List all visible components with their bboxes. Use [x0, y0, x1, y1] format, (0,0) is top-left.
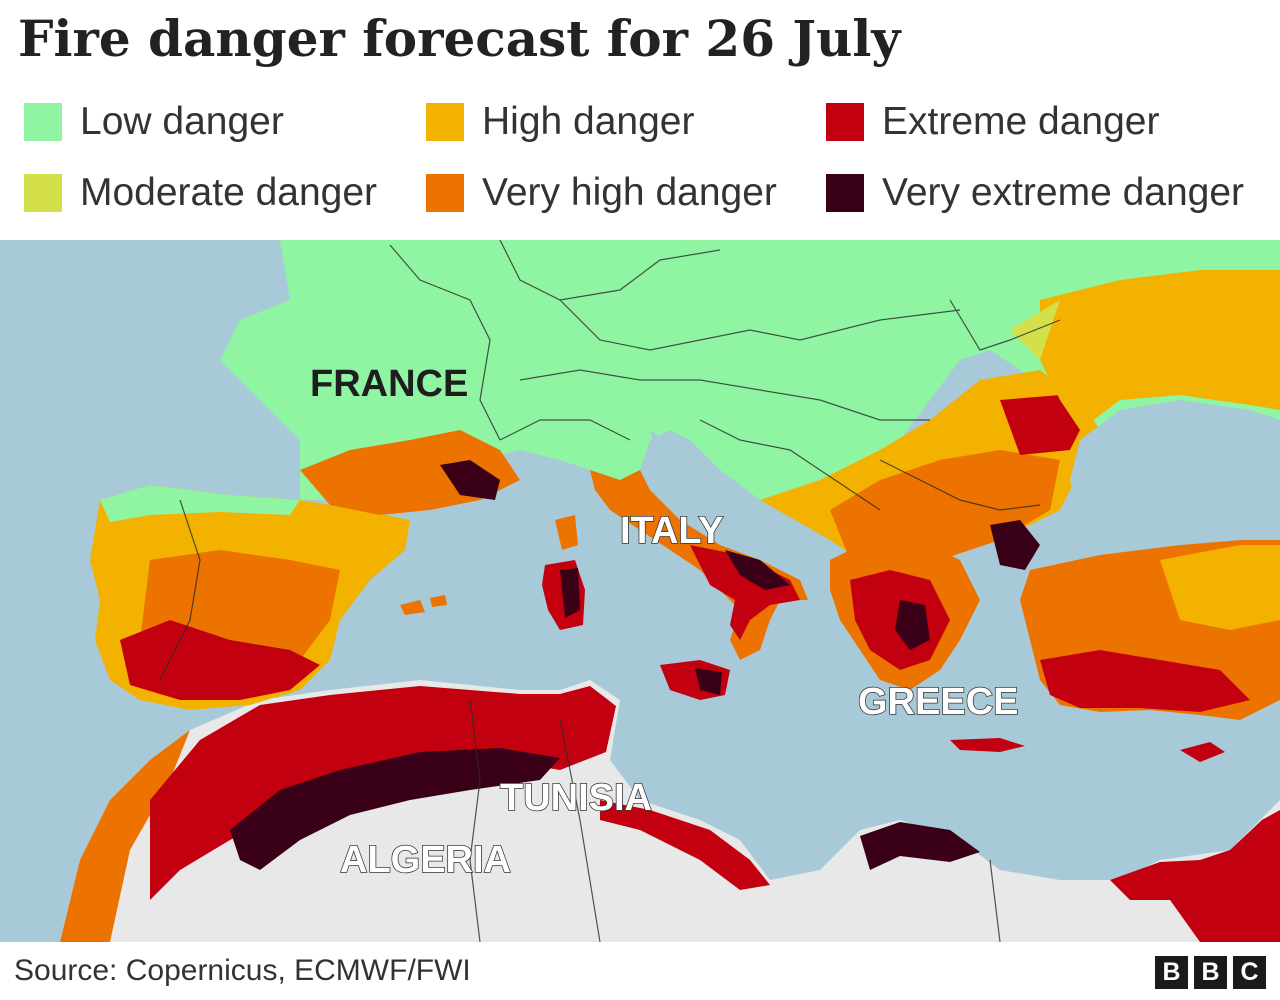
libya-cyrenaica-extreme	[860, 822, 980, 870]
bbc-logo-letter-2: B	[1194, 956, 1227, 989]
label-italy: ITALY	[620, 510, 723, 552]
legend-label-very-high: Very high danger	[482, 171, 777, 214]
legend-item-low: Low danger	[24, 100, 284, 143]
bbc-logo-letter-1: B	[1155, 956, 1188, 989]
legend-swatch-moderate	[24, 174, 62, 212]
map-svg: FRANCE ITALY GREECE TUNISIA ALGERIA	[0, 240, 1280, 942]
italy-very-extreme	[725, 550, 790, 590]
black-sea	[1070, 400, 1280, 545]
ukraine-high	[1040, 270, 1280, 430]
legend-swatch-very-high	[426, 174, 464, 212]
legend-item-moderate: Moderate danger	[24, 171, 378, 214]
bbc-logo: B B C	[1155, 956, 1266, 989]
north-africa-extreme-belt	[150, 686, 616, 900]
provence-very-extreme	[440, 460, 500, 500]
greece-very-extreme	[895, 600, 930, 650]
corsica-land	[555, 515, 578, 550]
sicily-very-extreme	[695, 668, 722, 695]
legend: Low danger High danger Extreme danger Mo…	[0, 0, 1280, 240]
legend-label-extreme: Extreme danger	[882, 100, 1160, 143]
libya-coast-extreme	[600, 800, 770, 890]
legend-label-low: Low danger	[80, 100, 284, 143]
legend-swatch-high	[426, 103, 464, 141]
legend-item-extreme: Extreme danger	[826, 100, 1160, 143]
legend-label-very-extreme: Very extreme danger	[882, 171, 1245, 214]
balearics-land	[400, 595, 447, 615]
legend-item-very-high: Very high danger	[426, 171, 777, 214]
thrace-very-extreme	[990, 520, 1040, 570]
source-text: Source: Copernicus, ECMWF/FWI	[14, 954, 471, 987]
label-greece: GREECE	[858, 681, 1018, 723]
legend-swatch-very-extreme	[826, 174, 864, 212]
legend-item-very-extreme: Very extreme danger	[826, 171, 1245, 214]
north-africa-very-high	[60, 730, 190, 942]
legend-swatch-low	[24, 103, 62, 141]
label-tunisia: TUNISIA	[500, 777, 652, 819]
turkey-high-east	[1160, 545, 1280, 630]
legend-label-high: High danger	[482, 100, 695, 143]
label-algeria: ALGERIA	[340, 839, 511, 881]
north-africa-very-extreme-belt	[230, 748, 560, 870]
bbc-logo-letter-3: C	[1233, 956, 1266, 989]
cyprus-extreme	[1180, 742, 1225, 762]
adriatic-sea	[650, 430, 830, 570]
legend-label-moderate: Moderate danger	[80, 171, 378, 214]
legend-item-high: High danger	[426, 100, 695, 143]
footer: Source: Copernicus, ECMWF/FWI B B C	[0, 942, 1280, 1000]
country-borders	[159, 240, 1061, 942]
egypt-coast-extreme	[1110, 810, 1280, 942]
chart-title: Fire danger forecast for 26 July	[18, 9, 901, 68]
crete-extreme	[950, 738, 1025, 752]
italy-extreme	[690, 545, 800, 640]
turkey-extreme-south	[1040, 650, 1250, 712]
map: FRANCE ITALY GREECE TUNISIA ALGERIA	[0, 240, 1280, 942]
legend-swatch-extreme	[826, 103, 864, 141]
iberia-extreme	[120, 620, 320, 700]
label-france: FRANCE	[310, 363, 468, 405]
iberia-north-low	[100, 485, 300, 522]
sardinia-very-extreme	[560, 568, 580, 618]
bulgaria-extreme	[1000, 395, 1085, 455]
